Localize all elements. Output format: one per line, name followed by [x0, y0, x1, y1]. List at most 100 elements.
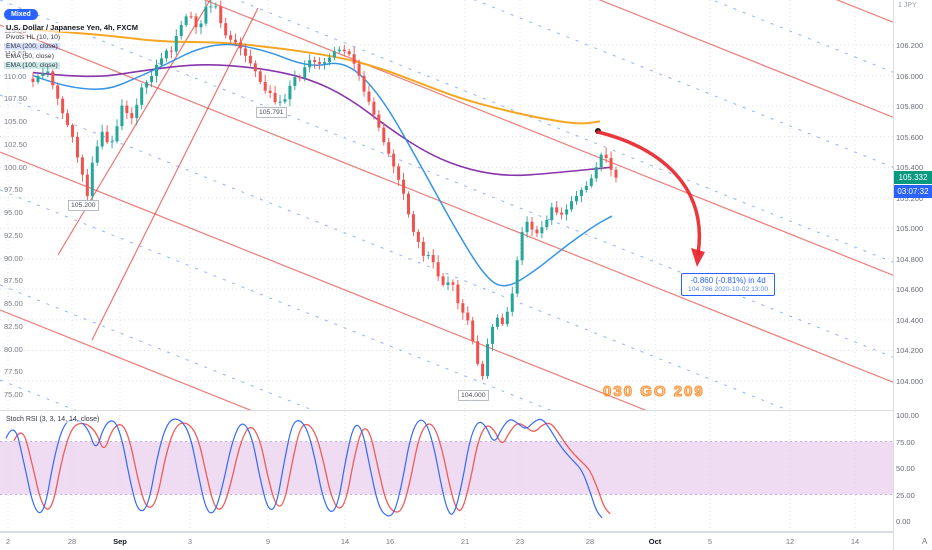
legend-row-ema50[interactable]: EMA (50, close) — [4, 52, 56, 60]
candle-body — [125, 105, 129, 114]
pivot-channel-dashed-line[interactable] — [0, 284, 893, 410]
candle-body — [352, 54, 356, 64]
ema-200-line[interactable] — [32, 28, 601, 125]
candle-body — [387, 142, 391, 154]
candle-body — [268, 90, 272, 93]
pivot-channel-dashed-line[interactable] — [0, 0, 893, 73]
pivot-channel-dashed-line[interactable] — [0, 379, 893, 410]
candle-body — [199, 23, 203, 28]
pivot-channel-dashed-line[interactable] — [0, 0, 893, 263]
left-axis-tick: 90.00 — [4, 253, 23, 263]
time-axis-tick: 5 — [707, 537, 713, 546]
stoch-rsi-pane[interactable] — [0, 411, 893, 531]
auto-scale-button[interactable]: A — [922, 537, 928, 546]
left-axis-tick: 100.00 — [4, 162, 27, 172]
candle-body — [461, 303, 465, 313]
left-axis-tick: 110.00 — [4, 71, 27, 81]
time-axis-tick: 28 — [67, 537, 77, 546]
projection-change-text: -0.860 (-0.81%) in 4d — [690, 276, 766, 285]
candle-body — [234, 39, 238, 43]
right-axis-tick: 105.000 — [896, 224, 924, 234]
stoch-rsi-title[interactable]: Stoch RSI (3, 3, 14, 14, close) — [6, 416, 100, 423]
time-axis-tick: 14 — [340, 537, 350, 546]
last-price-label: 105.332 — [894, 171, 932, 184]
axis-unit-label: 1 JPY — [898, 2, 917, 9]
right-price-scale[interactable]: 1 JPY 105.332 03:07:32 A 106.200 106.000 1… — [893, 0, 932, 550]
candle-body — [451, 282, 455, 285]
candle-body — [323, 62, 326, 64]
candle-body — [614, 169, 618, 178]
pivot-price-label: 104.000 — [458, 390, 489, 401]
candle-body — [140, 87, 144, 105]
stoch-d-line[interactable] — [13, 422, 611, 515]
candle-body — [545, 220, 549, 228]
candle-body — [214, 6, 218, 8]
up-channel-line[interactable] — [91, 7, 259, 341]
candle-body — [293, 77, 297, 86]
left-axis-tick: 107.50 — [4, 94, 27, 104]
time-axis-tick: Sep — [113, 537, 127, 546]
candle-body — [411, 214, 415, 232]
candle-body — [594, 167, 598, 179]
legend-row-pivots[interactable]: Pivots HL (10, 10) — [4, 34, 63, 42]
stoch-rsi-canvas[interactable] — [0, 411, 893, 531]
candle-body — [184, 16, 188, 25]
pivot-channel-dashed-line[interactable] — [0, 0, 893, 168]
candle-body — [382, 127, 386, 143]
candle-body — [169, 50, 173, 52]
candle-body — [224, 23, 228, 36]
stoch-k-line[interactable] — [5, 418, 603, 519]
right-axis-tick: 105.400 — [896, 163, 924, 173]
candle-body — [421, 241, 425, 256]
legend-row-ema100[interactable]: EMA (100, close) — [4, 61, 60, 69]
candle-body — [308, 60, 312, 68]
time-axis-tick: 14 — [850, 537, 860, 546]
candle-body — [130, 113, 134, 119]
candle-body — [36, 76, 40, 83]
down-channel-line[interactable] — [0, 0, 893, 118]
pivot-channel-dashed-line[interactable] — [0, 94, 893, 410]
projection-label-box[interactable]: -0.860 (-0.81%) in 4d 104.786 2020-10-02… — [681, 273, 776, 296]
pivot-channel-dashed-line[interactable] — [0, 189, 893, 410]
candle-body — [342, 49, 346, 52]
left-axis-tick: 75.00 — [4, 390, 23, 399]
ema-50-line[interactable] — [32, 43, 613, 287]
down-channel-line[interactable] — [0, 0, 893, 276]
candle-body — [100, 131, 104, 147]
candle-body — [570, 201, 574, 210]
time-axis-tick: 12 — [785, 537, 795, 546]
down-channel-line[interactable] — [0, 151, 893, 410]
left-axis-tick: 92.50 — [4, 230, 23, 240]
legend-row-ema200[interactable]: EMA (200, close) — [4, 43, 60, 51]
projection-arrow[interactable] — [596, 130, 702, 256]
down-channel-line[interactable] — [0, 24, 893, 383]
time-axis-tick: 2 — [5, 537, 11, 546]
time-axis[interactable]: 2 28 Sep 3 9 14 16 21 23 28 Oct 5 12 14 — [0, 532, 893, 550]
projection-target-text: 104.786 2020-10-02 13:00 — [688, 286, 769, 293]
candle-body — [495, 317, 499, 327]
pane-divider[interactable] — [0, 410, 893, 411]
candle-body — [555, 207, 559, 213]
candle-body — [303, 67, 307, 78]
pane-divider-bottom[interactable] — [0, 531, 893, 532]
left-axis-tick: 97.50 — [4, 185, 23, 195]
candle-body — [258, 71, 262, 82]
candle-body — [164, 50, 168, 59]
down-channel-line[interactable] — [0, 309, 893, 410]
right-axis-tick: 106.200 — [896, 41, 924, 51]
candle-body — [560, 212, 564, 215]
main-chart-pane[interactable]: 105.200 105.791 104.000 — [0, 0, 893, 410]
signal-badge[interactable]: Mixed — [4, 9, 38, 20]
candle-body — [90, 162, 94, 197]
candle-body — [574, 195, 578, 202]
pivot-channel-dashed-line[interactable] — [0, 0, 893, 358]
candle-body — [357, 63, 361, 76]
candlestick-chart-canvas[interactable] — [0, 0, 893, 410]
candle-body — [332, 51, 336, 58]
candle-body — [318, 62, 322, 64]
time-axis-tick: 3 — [187, 537, 193, 546]
time-axis-tick: 9 — [265, 537, 271, 546]
candle-body — [263, 81, 267, 91]
symbol-title[interactable]: U.S. Dollar / Japanese Yen, 4h, FXCM — [4, 23, 140, 32]
